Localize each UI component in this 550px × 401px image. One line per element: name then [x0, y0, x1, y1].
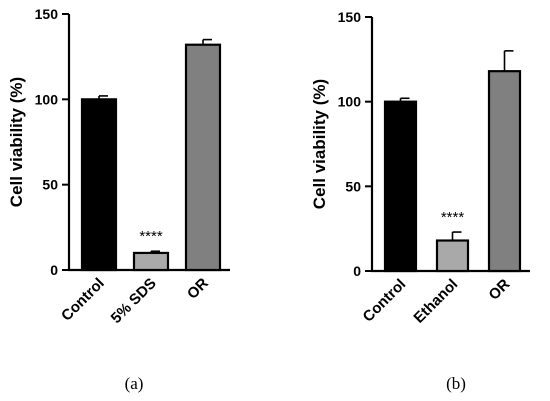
y-tick-label: 0 — [50, 262, 58, 278]
panel-a: 0 50 100 150 Cell viability (%) Control 5% SDS… — [7, 6, 230, 393]
x-tick-label: 5% SDS — [108, 275, 160, 327]
x-tick-label: Control — [58, 275, 108, 325]
panel-b: 0 50 100 150 Cell viability (%) Control Ethano… — [310, 9, 530, 393]
bar — [80, 98, 118, 272]
y-tick-label: 150 — [338, 9, 362, 25]
y-tick-label: 0 — [353, 263, 361, 279]
x-tick-label: OR — [184, 275, 212, 303]
y-tick-label: 50 — [345, 178, 361, 194]
y-tick-label: 100 — [35, 91, 59, 107]
significance-label: **** — [441, 209, 465, 226]
y-tick-label: 50 — [42, 177, 58, 193]
bar — [132, 251, 170, 272]
y-axis-title: Cell viability (%) — [310, 79, 329, 209]
x-tick-label: Ethanol — [410, 276, 461, 327]
panel-label: (a) — [125, 374, 144, 393]
significance-label: **** — [139, 228, 163, 245]
y-tick-label: 100 — [338, 94, 362, 110]
y-tick-label: 150 — [35, 6, 59, 22]
bar — [184, 43, 222, 272]
bar — [435, 239, 470, 273]
panel-label: (b) — [446, 374, 466, 393]
bar — [487, 70, 522, 273]
y-axis-title: Cell viability (%) — [7, 77, 26, 207]
bar — [383, 100, 418, 273]
x-tick-label: Control — [360, 276, 410, 326]
x-tick-label: OR — [485, 276, 513, 304]
